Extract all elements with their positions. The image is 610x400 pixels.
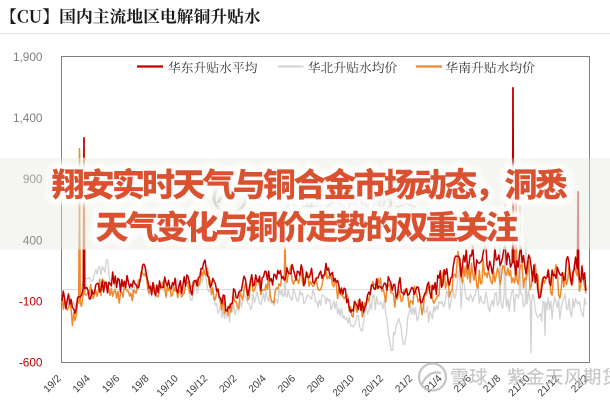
svg-text:1,400: 1,400 (13, 111, 43, 125)
svg-text:-100: -100 (19, 294, 43, 308)
svg-text:1,900: 1,900 (13, 50, 43, 64)
svg-text:900: 900 (23, 172, 43, 186)
svg-text:-600: -600 (19, 356, 43, 370)
svg-text:400: 400 (23, 233, 43, 247)
